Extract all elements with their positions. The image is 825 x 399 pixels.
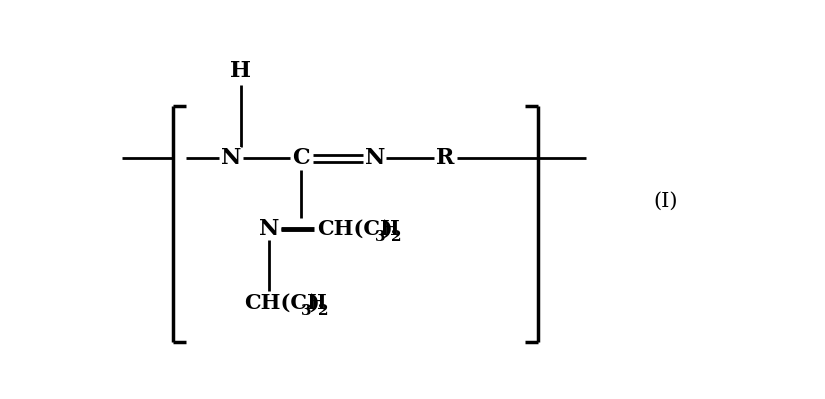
- Text: (I): (I): [653, 192, 678, 211]
- Text: 2: 2: [392, 230, 402, 244]
- Text: ): ): [309, 293, 319, 313]
- Text: R: R: [436, 148, 455, 170]
- Text: N: N: [365, 148, 385, 170]
- Text: H: H: [230, 60, 251, 82]
- Text: ): ): [383, 219, 393, 239]
- Text: N: N: [221, 148, 241, 170]
- Text: CH(CH: CH(CH: [244, 293, 327, 313]
- Text: C: C: [293, 148, 310, 170]
- Text: CH(CH: CH(CH: [318, 219, 400, 239]
- Text: 2: 2: [318, 304, 328, 318]
- Text: 3: 3: [301, 304, 312, 318]
- Text: N: N: [259, 218, 280, 240]
- Text: 3: 3: [375, 230, 385, 244]
